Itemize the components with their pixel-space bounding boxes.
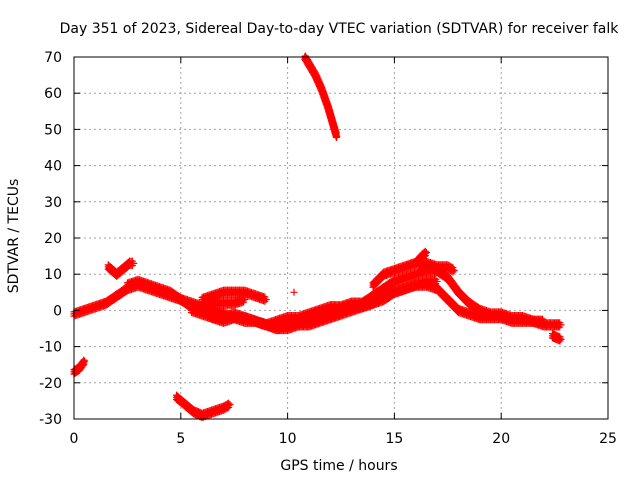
data-point — [130, 259, 138, 267]
y-tick-label: -20 — [39, 376, 62, 392]
data-points — [70, 52, 565, 422]
y-tick-label: 0 — [53, 303, 62, 319]
chart-title: Day 351 of 2023, Sidereal Day-to-day VTE… — [60, 21, 620, 37]
y-tick-label: 40 — [44, 159, 62, 175]
x-tick-label: 15 — [385, 431, 403, 447]
y-tick-label: 50 — [44, 122, 62, 138]
data-point — [333, 133, 341, 141]
data-point — [261, 297, 269, 305]
y-tick-label: 30 — [44, 195, 62, 211]
data-point — [422, 248, 430, 256]
data-point — [79, 362, 87, 370]
x-tick-label: 25 — [599, 431, 617, 447]
y-tick-label: 10 — [44, 267, 62, 283]
data-point — [241, 296, 249, 304]
y-tick-label: -10 — [39, 340, 62, 356]
data-point — [420, 252, 428, 260]
data-point — [81, 357, 89, 365]
y-tick-label: 70 — [44, 50, 62, 66]
data-point — [421, 252, 429, 260]
data-point — [450, 267, 458, 275]
data-point — [557, 335, 565, 343]
x-tick-label: 10 — [279, 431, 297, 447]
x-axis-label: GPS time / hours — [280, 458, 397, 474]
data-point — [290, 288, 298, 296]
data-point — [540, 317, 548, 325]
y-axis-label: SDTVAR / TECUs — [6, 179, 22, 294]
x-tick-label: 5 — [176, 431, 185, 447]
y-tick-label: 60 — [44, 86, 62, 102]
data-point — [262, 296, 270, 304]
x-tick-label: 20 — [492, 431, 510, 447]
grid-lines — [74, 57, 608, 419]
data-point — [557, 321, 565, 329]
data-point — [226, 401, 234, 409]
y-tick-label: 20 — [44, 231, 62, 247]
y-tick-labels: 70 60 50 40 30 20 10 0 -10 -20 -30 — [39, 50, 62, 428]
data-point — [556, 337, 564, 345]
axis-ticks — [73, 56, 609, 420]
data-point — [80, 360, 88, 368]
x-tick-labels: 0 5 10 15 20 25 — [70, 431, 617, 447]
y-tick-label: -30 — [39, 412, 62, 428]
x-tick-label: 0 — [70, 431, 79, 447]
data-point — [433, 277, 441, 285]
data-point — [449, 268, 457, 276]
